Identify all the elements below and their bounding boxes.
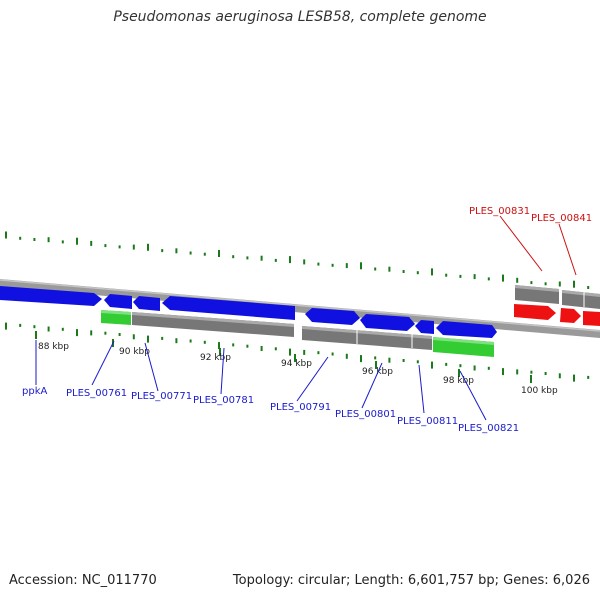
gene-label: PLES_00761	[66, 388, 127, 399]
scale-label: 100 kbp	[521, 386, 558, 396]
scale-label: 90 kbp	[119, 347, 150, 357]
label-leader-lines	[35, 215, 577, 421]
gene-ppkA	[0, 286, 102, 306]
gene-label: PLES_00771	[131, 391, 192, 402]
gene-PLES_00791	[305, 308, 360, 325]
gene-label: PLES_00841	[531, 213, 592, 224]
genome-backbone	[0, 279, 600, 338]
grey-block-1	[132, 312, 294, 337]
gene-label: ppkA	[22, 386, 47, 397]
forward-strand-genes	[0, 286, 497, 338]
scale-label: 98 kbp	[443, 376, 474, 386]
accession-text: Accession: NC_011770	[9, 573, 157, 588]
scale-label: 88 kbp	[38, 342, 69, 352]
gene-PLES_00841	[560, 308, 581, 323]
gene-label: PLES_00791	[270, 402, 331, 413]
genome-title: Pseudomonas aeruginosa LESB58, complete …	[113, 9, 487, 25]
gene-PLES_00771	[133, 296, 160, 311]
scale-ticks	[35, 331, 532, 383]
genome-summary: Topology: circular; Length: 6,601,757 bp…	[232, 573, 590, 588]
gene-labels: ppkA PLES_00761 PLES_00771 PLES_00781 PL…	[22, 206, 592, 434]
reverse-strand-features	[101, 285, 600, 357]
gene-PLES_00821	[436, 321, 497, 338]
gene-PLES_00831	[514, 304, 556, 320]
scale-label: 92 kbp	[200, 353, 231, 363]
trna-genes	[514, 304, 600, 326]
gene-label: PLES_00811	[397, 416, 458, 427]
scale-label: 94 kbp	[281, 359, 312, 369]
gene-label: PLES_00781	[193, 395, 254, 406]
gene-PLES_00761	[104, 294, 132, 309]
gene-label: PLES_00801	[335, 409, 396, 420]
gc-content-ticks	[5, 231, 590, 382]
gene-PLES_00811	[415, 320, 434, 334]
grey-block-2	[302, 326, 432, 350]
gene-PLES_00801	[360, 314, 415, 331]
gene-PLES_00781	[162, 296, 295, 320]
gene-label: PLES_00831	[469, 206, 530, 217]
gene-label: PLES_00821	[458, 423, 519, 434]
